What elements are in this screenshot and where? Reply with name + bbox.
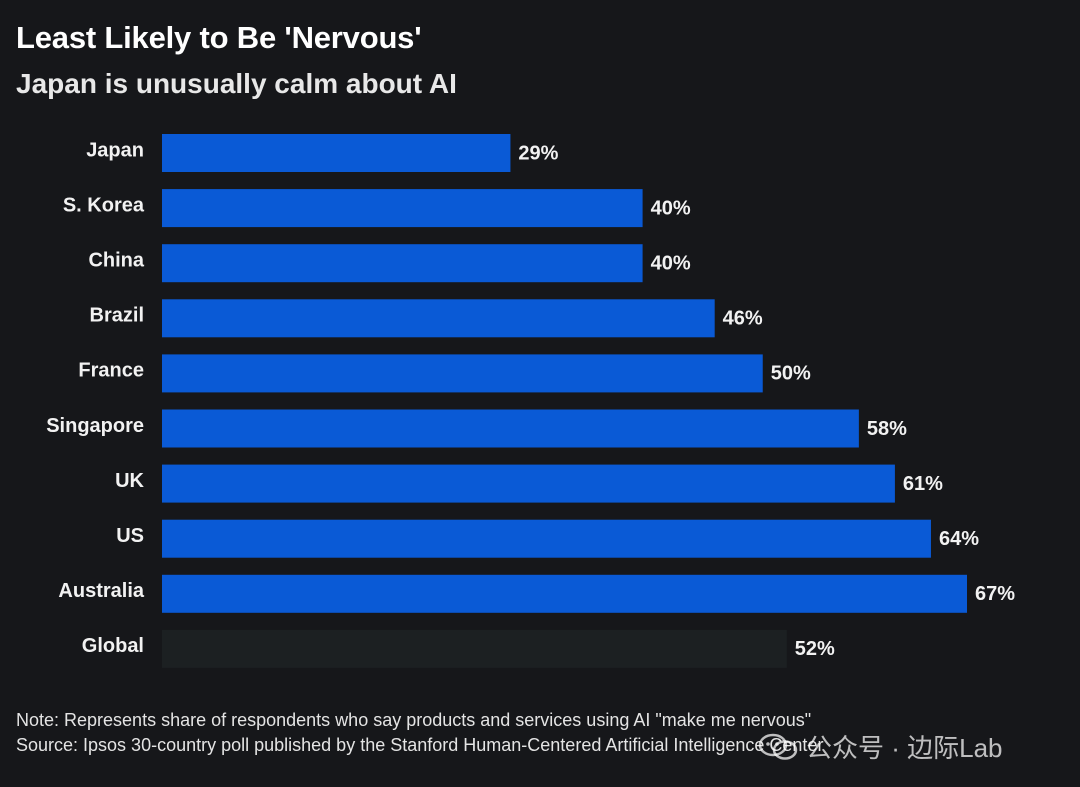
value-label: 40% bbox=[651, 252, 691, 274]
chart-subtitle: Japan is unusually calm about AI bbox=[16, 68, 457, 99]
category-label: UK bbox=[115, 470, 144, 492]
value-label: 58% bbox=[867, 418, 907, 440]
bar-china bbox=[162, 244, 643, 283]
bar-australia bbox=[162, 574, 967, 613]
bar-brazil bbox=[162, 299, 715, 338]
category-label: China bbox=[88, 249, 144, 271]
bar-s-korea bbox=[162, 189, 643, 228]
value-label: 52% bbox=[795, 638, 835, 660]
category-label: France bbox=[78, 360, 144, 382]
value-label: 50% bbox=[771, 363, 811, 385]
bar-singapore bbox=[162, 409, 859, 448]
bar-france bbox=[162, 354, 763, 393]
category-label: S. Korea bbox=[63, 194, 145, 216]
category-label: Singapore bbox=[46, 415, 144, 437]
category-label: US bbox=[116, 525, 144, 547]
value-label: 46% bbox=[723, 308, 763, 330]
category-label: Japan bbox=[86, 139, 144, 161]
value-label: 29% bbox=[518, 142, 558, 164]
bar-japan bbox=[162, 134, 511, 172]
chart-title: Least Likely to Be 'Nervous' bbox=[16, 20, 422, 55]
value-label: 40% bbox=[651, 197, 691, 219]
bar-uk bbox=[162, 464, 895, 503]
value-label: 67% bbox=[975, 583, 1015, 605]
category-label: Australia bbox=[58, 580, 144, 602]
bar-chart: Japan 29% S. Korea 40% China 40% Brazil 46% Fran… bbox=[46, 134, 1016, 668]
wechat-icon bbox=[758, 732, 798, 762]
bar-us bbox=[162, 519, 931, 558]
chart-footnote: Note: Represents share of respondents wh… bbox=[16, 708, 823, 758]
value-label: 61% bbox=[903, 473, 943, 495]
bar-global bbox=[162, 629, 787, 668]
watermark: 公众号 · 边际Lab bbox=[758, 728, 1003, 765]
note-text: Note: Represents share of respondents wh… bbox=[16, 710, 812, 730]
category-label: Brazil bbox=[90, 305, 144, 327]
value-label: 64% bbox=[939, 528, 979, 550]
source-text: Source: Ipsos 30-country poll published … bbox=[16, 735, 824, 755]
category-label: Global bbox=[82, 635, 144, 657]
watermark-text: 公众号 · 边际Lab bbox=[806, 733, 1003, 763]
